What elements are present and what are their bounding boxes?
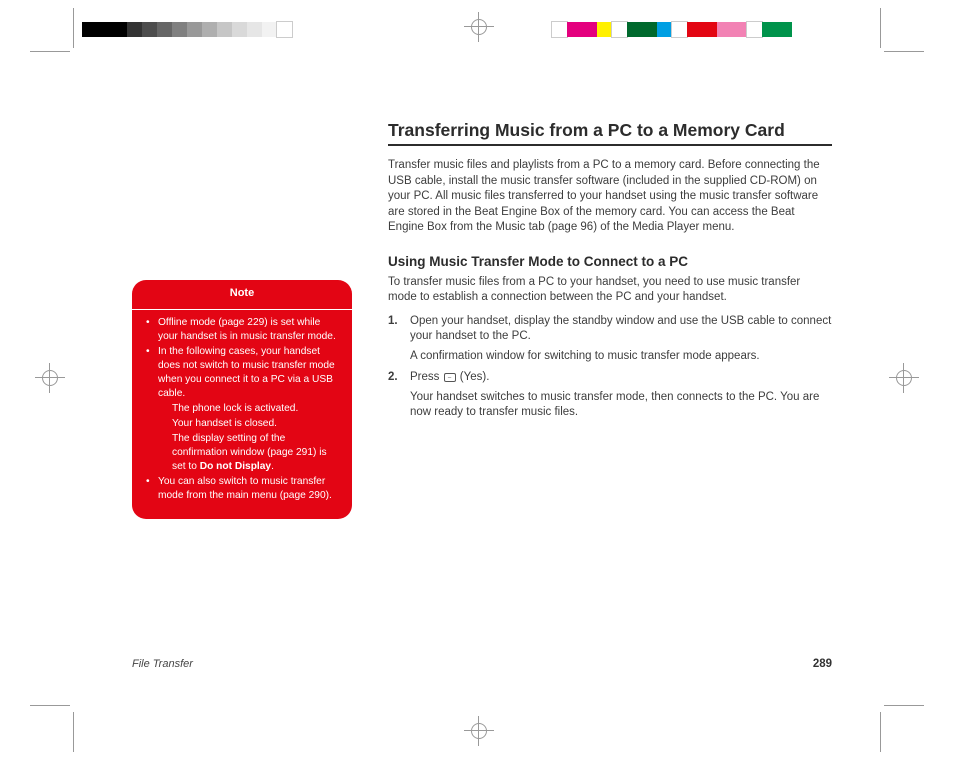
registration-mark — [35, 363, 65, 393]
step-text-post: (Yes). — [457, 371, 490, 383]
page-title: Transferring Music from a PC to a Memory… — [388, 120, 832, 146]
step-subtext: A confirmation window for switching to m… — [410, 349, 832, 365]
registration-mark — [464, 716, 494, 746]
registration-mark — [464, 12, 494, 42]
step-text: Open your handset, display the standby w… — [410, 314, 832, 345]
steps-list: Open your handset, display the standby w… — [388, 314, 832, 421]
note-box: Note Offline mode (page 229) is set whil… — [132, 280, 352, 519]
note-item-text: Offline mode (page 229) is set while you… — [158, 317, 336, 342]
note-sublist: The phone lock is activated. Your handse… — [158, 402, 338, 473]
main-column: Transferring Music from a PC to a Memory… — [388, 120, 832, 427]
step-item: Open your handset, display the standby w… — [388, 314, 832, 365]
step-item: Press – (Yes). Your handset switches to … — [388, 370, 832, 421]
note-item-text: You can also switch to music transfer mo… — [158, 476, 332, 501]
crop-mark — [30, 51, 70, 52]
print-swatch-right — [552, 22, 792, 37]
crop-mark — [884, 705, 924, 706]
step-text: Press – (Yes). — [410, 370, 832, 386]
note-subitem: The phone lock is activated. — [172, 402, 338, 416]
note-title: Note — [146, 286, 338, 303]
print-swatch-left — [82, 22, 292, 37]
crop-mark — [884, 51, 924, 52]
page-content: Note Offline mode (page 229) is set whil… — [132, 100, 832, 670]
note-subitem-bold: Do not Display — [200, 461, 271, 472]
crop-mark — [73, 8, 74, 48]
crop-mark — [30, 705, 70, 706]
note-item-text: In the following cases, your handset doe… — [158, 346, 335, 398]
step-subtext: Your handset switches to music transfer … — [410, 390, 832, 421]
crop-mark — [880, 712, 881, 752]
note-subitem: The display setting of the confirmation … — [172, 432, 338, 473]
registration-mark — [889, 363, 919, 393]
step-text-pre: Press — [410, 371, 443, 383]
note-subitem: Your handset is closed. — [172, 417, 338, 431]
sidebar-note: Note Offline mode (page 229) is set whil… — [132, 280, 352, 519]
intro-paragraph: Transfer music files and playlists from … — [388, 158, 832, 236]
footer-page-number: 289 — [813, 658, 832, 670]
note-item: You can also switch to music transfer mo… — [146, 475, 338, 503]
section-intro: To transfer music files from a PC to you… — [388, 275, 832, 306]
section-heading: Using Music Transfer Mode to Connect to … — [388, 254, 832, 269]
note-item: In the following cases, your handset doe… — [146, 345, 338, 473]
note-list: Offline mode (page 229) is set while you… — [146, 316, 338, 503]
note-item: Offline mode (page 229) is set while you… — [146, 316, 338, 344]
crop-mark — [880, 8, 881, 48]
footer-section: File Transfer — [132, 658, 193, 670]
softkey-icon: – — [444, 373, 456, 382]
crop-mark — [73, 712, 74, 752]
